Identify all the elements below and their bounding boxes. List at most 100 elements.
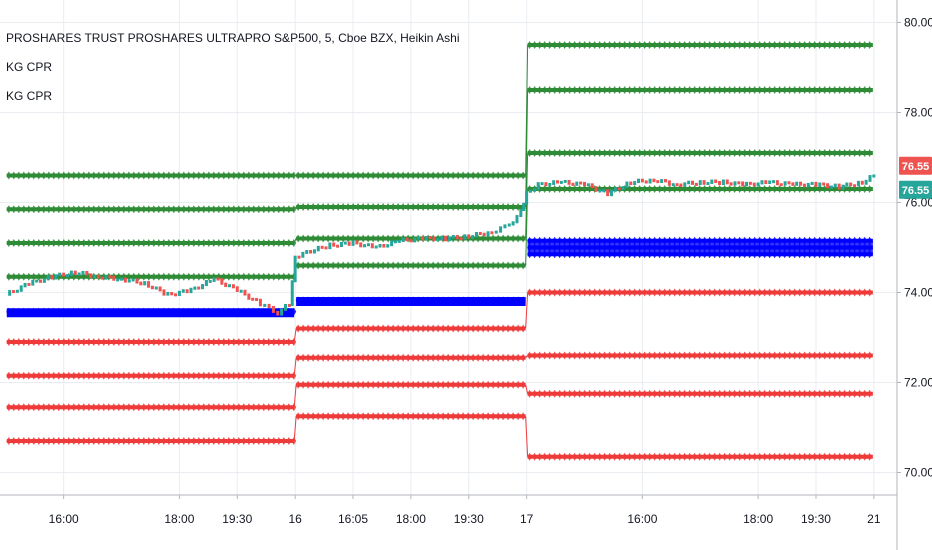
level-connector: [293, 206, 297, 210]
price-candle: [525, 190, 529, 205]
price-candle: [185, 289, 189, 294]
price-candle: [637, 178, 641, 184]
price-candle: [320, 245, 324, 249]
x-tick-label: 19:30: [801, 512, 831, 526]
price-candle: [741, 181, 745, 187]
price-candle: [706, 181, 710, 185]
price-candle: [23, 282, 27, 288]
price-candle: [826, 183, 830, 189]
price-candle: [779, 183, 783, 187]
indicator-label[interactable]: KG CPR: [6, 89, 53, 103]
price-candle: [640, 178, 644, 183]
price-candle: [499, 226, 503, 233]
price-candle: [386, 244, 390, 248]
price-candle: [613, 187, 617, 192]
price-candle: [621, 186, 625, 191]
price-candle: [822, 182, 826, 186]
resistance-level-markers: [527, 41, 873, 49]
price-candle: [644, 180, 648, 184]
price-candle: [8, 290, 12, 296]
price-candle: [390, 240, 394, 247]
price-candle: [598, 189, 602, 193]
price-candle: [42, 278, 46, 283]
support-level-markers: [527, 452, 873, 461]
price-candle: [424, 236, 428, 241]
price-candle: [440, 235, 444, 240]
y-tick-label: 70.00: [904, 466, 932, 480]
price-candle: [829, 185, 833, 189]
support-level-markers: [295, 412, 526, 421]
price-candle: [312, 249, 316, 254]
support-level-markers: [527, 389, 873, 398]
price-candle: [714, 179, 718, 183]
price-candle: [201, 284, 205, 290]
price-candle: [359, 242, 363, 248]
price-candle: [212, 277, 216, 282]
price-candle: [324, 246, 328, 250]
resistance-level-markers: [6, 205, 297, 214]
price-candle: [189, 287, 193, 294]
price-candle: [872, 174, 876, 178]
price-candle: [463, 234, 467, 240]
price-candle: [519, 209, 523, 218]
price-candle: [283, 303, 287, 311]
price-candle: [193, 286, 197, 290]
price-candle: [799, 181, 803, 186]
price-candle: [413, 237, 417, 243]
price-candle: [625, 181, 629, 189]
level-connector: [293, 357, 297, 376]
price-candle: [698, 180, 702, 186]
price-candle: [729, 182, 733, 186]
price-candle: [116, 278, 120, 282]
price-candle: [328, 242, 332, 250]
price-candle: [27, 282, 31, 286]
price-candle: [15, 289, 19, 293]
price-candle: [401, 237, 405, 242]
price-candle: [73, 270, 77, 275]
price-candle: [123, 277, 127, 283]
support-level-markers: [527, 351, 873, 360]
price-candle: [50, 275, 54, 280]
level-connector: [525, 44, 529, 176]
price-candle: [548, 182, 552, 187]
price-candle: [235, 286, 239, 292]
price-candle: [522, 202, 526, 212]
price-candle: [503, 224, 507, 229]
price-candle: [810, 181, 814, 185]
price-candle: [135, 278, 139, 284]
price-candle: [112, 275, 116, 281]
price-candle: [104, 275, 108, 280]
price-candle: [795, 181, 799, 186]
y-tick-label: 80.00: [904, 16, 932, 30]
price-candle: [451, 235, 455, 239]
price-candle: [683, 182, 687, 187]
x-tick-label: 21: [867, 512, 881, 526]
price-candle: [239, 289, 243, 293]
indicator-label[interactable]: KG CPR: [6, 60, 53, 74]
price-candle: [19, 285, 23, 292]
price-candle: [725, 179, 729, 185]
price-candle: [336, 244, 340, 248]
cpr-levels: [6, 41, 873, 461]
price-candle: [737, 181, 741, 185]
price-candle: [471, 235, 475, 239]
level-connector: [525, 89, 529, 208]
price-candle: [748, 181, 752, 185]
price-candle: [397, 239, 401, 243]
chart-title[interactable]: PROSHARES TRUST PROSHARES ULTRAPRO S&P50…: [6, 31, 460, 45]
price-candle: [287, 303, 291, 307]
price-candle: [108, 275, 112, 279]
y-tick-label: 74.00: [904, 286, 932, 300]
price-candle: [293, 255, 297, 283]
price-candle: [467, 234, 471, 239]
price-candle: [85, 270, 89, 276]
price-candle: [694, 182, 698, 186]
x-tick-label: 19:30: [222, 512, 252, 526]
price-candle: [305, 250, 309, 254]
price-candle: [590, 183, 594, 189]
resistance-level-markers: [295, 203, 526, 211]
pivot-level-markers: [527, 243, 873, 252]
price-candle: [405, 237, 409, 242]
price-candle: [93, 274, 97, 279]
